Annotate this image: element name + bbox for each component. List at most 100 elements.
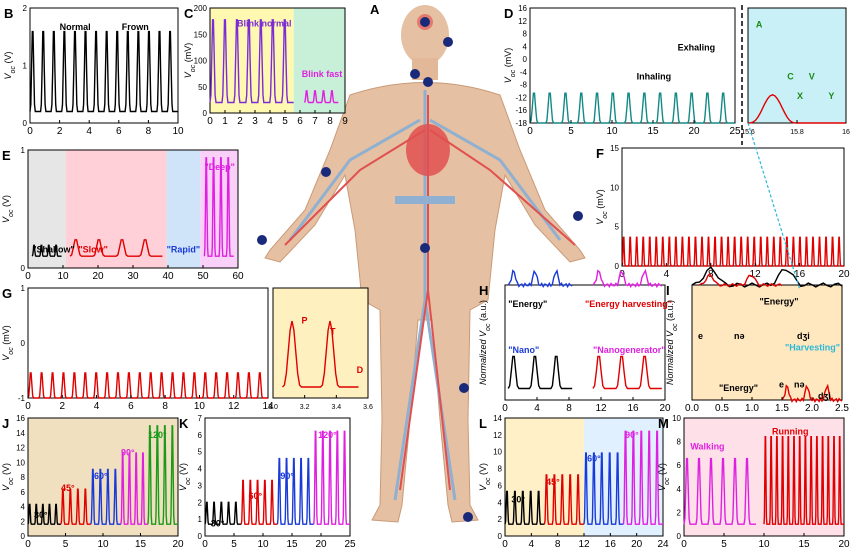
panel-l-xtick-label: 0 <box>502 539 508 549</box>
panel-i-annotation: e <box>779 379 784 389</box>
panel-c-ytick-label: 0 <box>203 109 208 118</box>
panel-j-annotation: 90° <box>121 448 135 458</box>
panel-i-xtick-label: 0.5 <box>715 403 729 414</box>
panel-l-signal-line <box>543 474 584 525</box>
panel-j-xtick-label: 5 <box>63 539 69 549</box>
panel-b-ytick-label: 0 <box>23 119 28 128</box>
panel-k-ytick-label: 6 <box>198 431 203 440</box>
panel-e-ylabel: Voc (V) <box>1 195 15 223</box>
panel-j-annotation: 120° <box>148 430 167 440</box>
panel-l-xtick-label: 20 <box>631 539 643 549</box>
panel-i-background <box>692 285 842 400</box>
panel-f-xtick-label: 4 <box>664 269 670 280</box>
panel-d-ytick-label: -4 <box>520 68 528 77</box>
panel-e-signal-line <box>31 244 62 257</box>
panel-k-signal-line <box>313 430 350 525</box>
panel-i-xtick-label: 2.5 <box>835 403 849 414</box>
panel-e-xtick-label: 40 <box>162 271 174 282</box>
panel-i-annotation: dʒi <box>818 391 831 401</box>
panel-d-label: D <box>504 6 513 21</box>
panel-h-xtick-label: 0 <box>502 403 508 414</box>
panel-l-label: L <box>479 416 487 431</box>
panel-e-background <box>166 150 201 268</box>
panel-c-xtick-label: 2 <box>237 116 243 127</box>
panel-d2-annotation: C <box>787 71 794 81</box>
panel-m-ytick-label: 10 <box>672 414 681 423</box>
panel-j-annotation: 30° <box>34 510 48 520</box>
panel-i-xtick-label: 2.0 <box>805 403 819 414</box>
panel-d-ylabel: Voc (mV) <box>503 48 517 83</box>
panel-k-annotation: 60° <box>249 491 263 501</box>
panel-e-xtick-label: 50 <box>197 271 209 282</box>
panel-h-xtick-label: 16 <box>627 403 639 414</box>
panel-j-xtick-label: 20 <box>172 539 184 549</box>
panel-h-xtick-label: 20 <box>659 403 671 414</box>
panel-g-xtick-label: 8 <box>162 401 168 412</box>
panel-m-label: M <box>658 416 669 431</box>
panel-g2-frame <box>272 287 369 399</box>
panel-m-signal-line <box>683 457 756 525</box>
panel-b-xtick-label: 4 <box>86 126 92 137</box>
panel-j-xtick-label: 0 <box>25 539 31 549</box>
panel-g2-annotation: T <box>330 327 336 337</box>
panel-j-signal-line <box>27 503 61 525</box>
panel-d-xtick-label: 0 <box>527 126 533 137</box>
panel-g2-signal-line <box>282 320 359 388</box>
panel-c-xtick-label: 6 <box>297 116 303 127</box>
panel-i-annotation: "Energy" <box>760 297 799 307</box>
panel-j-xtick-label: 10 <box>97 539 109 549</box>
panel-l-ytick-label: 14 <box>493 414 502 423</box>
panel-f-ytick-label: 0 <box>615 262 620 271</box>
panel-d-ytick-label: 0 <box>523 55 528 64</box>
panel-e-xtick-label: 0 <box>25 271 31 282</box>
panel-c-annotation: Blink normal <box>237 19 292 29</box>
panel-l-ytick-label: 8 <box>498 465 503 474</box>
panel-i-signal-line <box>699 272 783 288</box>
panel-l-ytick-label: 10 <box>493 448 502 457</box>
panel-d-annotation: Inhaling <box>637 71 672 81</box>
panel-g2-background <box>273 288 368 398</box>
panel-l-ytick-label: 4 <box>498 498 503 507</box>
panel-i-annotation: e <box>698 331 703 341</box>
panel-g2-xtick-label: 3.2 <box>300 404 310 411</box>
panel-f-signal-line <box>621 236 844 267</box>
panel-i-ylabel: Normalized Voc (a.u.) <box>665 300 679 385</box>
panel-j-signal-line <box>90 468 121 525</box>
panel-k-ytick-label: 0 <box>198 532 203 541</box>
panel-l-ytick-label: 2 <box>498 515 503 524</box>
panel-l-xtick-label: 24 <box>657 539 669 549</box>
panel-k-label: K <box>179 416 189 431</box>
panel-k-ytick-label: 1 <box>198 515 203 524</box>
panel-i-annotation: dʒi <box>797 331 810 341</box>
panel-f-xtick-label: 12 <box>750 269 762 280</box>
panel-l-signal-line <box>504 490 545 525</box>
panel-d-xtick-label: 5 <box>568 126 574 137</box>
panel-m-xtick-label: 15 <box>798 539 810 549</box>
panel-g-ytick-label: -1 <box>18 394 26 403</box>
panel-e-ytick-label: 0 <box>21 264 26 273</box>
panel-c-xtick-label: 3 <box>252 116 258 127</box>
panel-h-signal-line <box>507 355 573 390</box>
panel-i-annotation: "Energy" <box>719 383 758 393</box>
inset-connector-line <box>747 122 801 291</box>
panel-g-ylabel: Voc (mV) <box>1 325 15 360</box>
panel-m-ytick-label: 4 <box>677 485 682 494</box>
panel-d-ytick-label: -8 <box>520 81 528 90</box>
panel-g-xtick-label: 4 <box>94 401 100 412</box>
panel-d2-background <box>748 8 846 123</box>
panel-e-ytick-label: 1 <box>21 146 26 155</box>
panel-h-xtick-label: 4 <box>534 403 540 414</box>
panel-k-annotation: 120° <box>318 430 337 440</box>
panel-i-annotation: nə <box>794 379 805 389</box>
panel-k-ytick-label: 7 <box>198 414 203 423</box>
panel-h-frame <box>504 284 666 401</box>
panel-k-xtick-label: 15 <box>286 539 298 549</box>
panel-f-xtick-label: 16 <box>794 269 806 280</box>
panel-k-ytick-label: 4 <box>198 465 203 474</box>
panel-d-ytick-label: -16 <box>515 106 527 115</box>
panel-k-frame <box>204 417 351 537</box>
panel-j-annotation: 45° <box>61 483 75 493</box>
panel-j-xtick-label: 15 <box>135 539 147 549</box>
panel-l-annotation: 90° <box>625 430 639 440</box>
panel-g2-xtick-label: 3.0 <box>268 404 278 411</box>
